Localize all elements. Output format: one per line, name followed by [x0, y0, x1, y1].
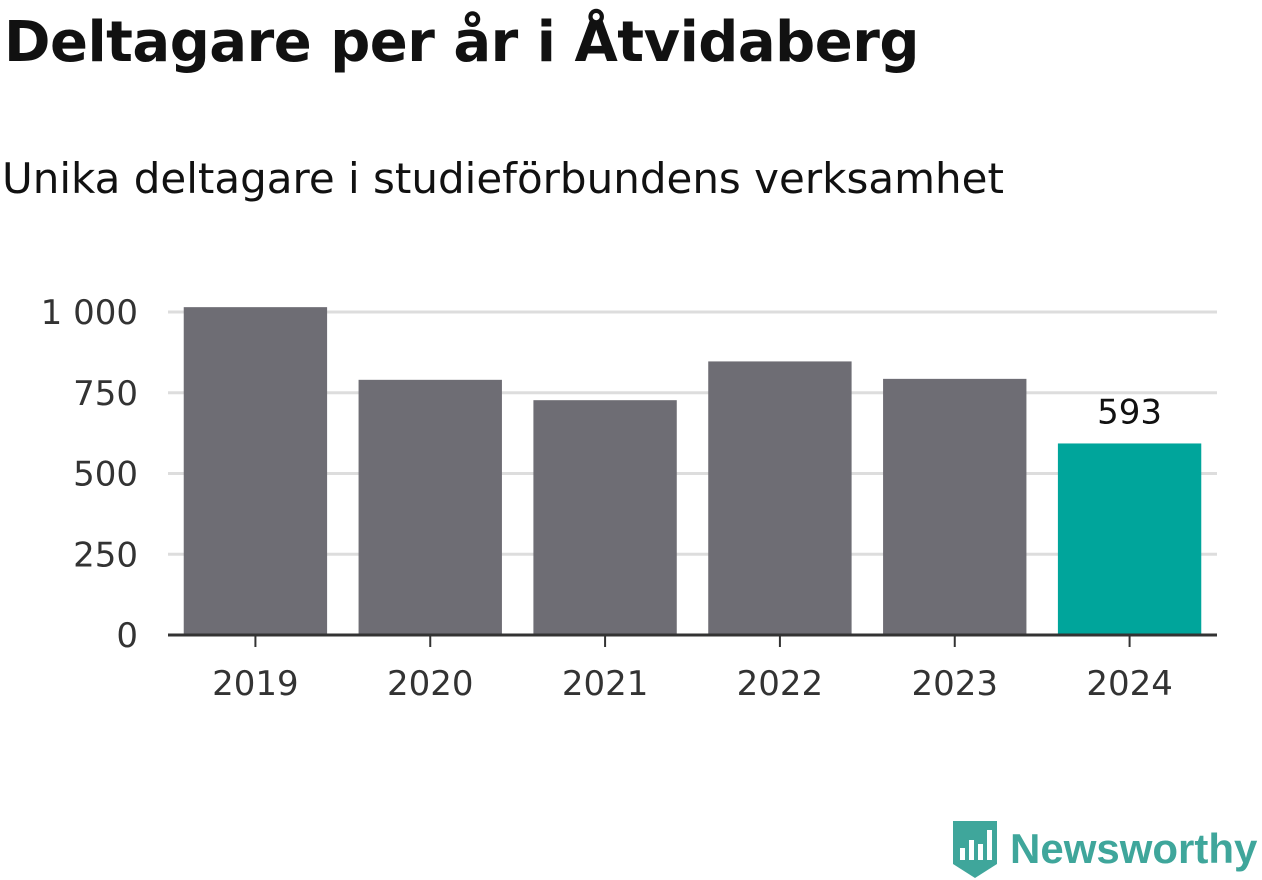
bar-2019	[183, 307, 328, 635]
y-tick-label: 0	[116, 616, 138, 656]
y-tick-label: 250	[73, 535, 138, 575]
bar-2023	[883, 378, 1027, 635]
x-tick-label: 2022	[737, 664, 824, 704]
x-tick-label: 2024	[1086, 664, 1173, 704]
gridlines	[168, 310, 1217, 556]
x-tick-label: 2020	[387, 664, 474, 704]
chart-subtitle: Unika deltagare i studieförbundens verks…	[2, 154, 1004, 203]
brand-name: Newsworthy	[1010, 825, 1258, 872]
x-tick-label: 2019	[212, 664, 299, 704]
data-label: 593	[1097, 392, 1162, 432]
bar-2024	[1057, 443, 1202, 635]
bar-chart: 0 250 500 750 1 000 2019 2020 2021 2022 2023 2024 5…	[41, 293, 1217, 704]
axes	[168, 633, 1217, 647]
x-tick-label: 2021	[562, 664, 649, 704]
bars	[183, 307, 1202, 635]
y-tick-label: 500	[73, 455, 138, 495]
bar-2020	[358, 379, 502, 635]
y-tick-label: 750	[73, 374, 138, 414]
y-tick-label: 1 000	[41, 293, 138, 333]
bar-2021	[533, 400, 677, 635]
bar-2022	[708, 361, 852, 635]
newsworthy-chart-bubble-icon	[953, 821, 997, 878]
chart-title: Deltagare per år i Åtvidaberg	[4, 10, 919, 75]
x-tick-label: 2023	[911, 664, 998, 704]
newsworthy-logo: Newsworthy	[950, 818, 1257, 880]
labels: 0 250 500 750 1 000 2019 2020 2021 2022 2023 2024 5…	[41, 293, 1173, 704]
